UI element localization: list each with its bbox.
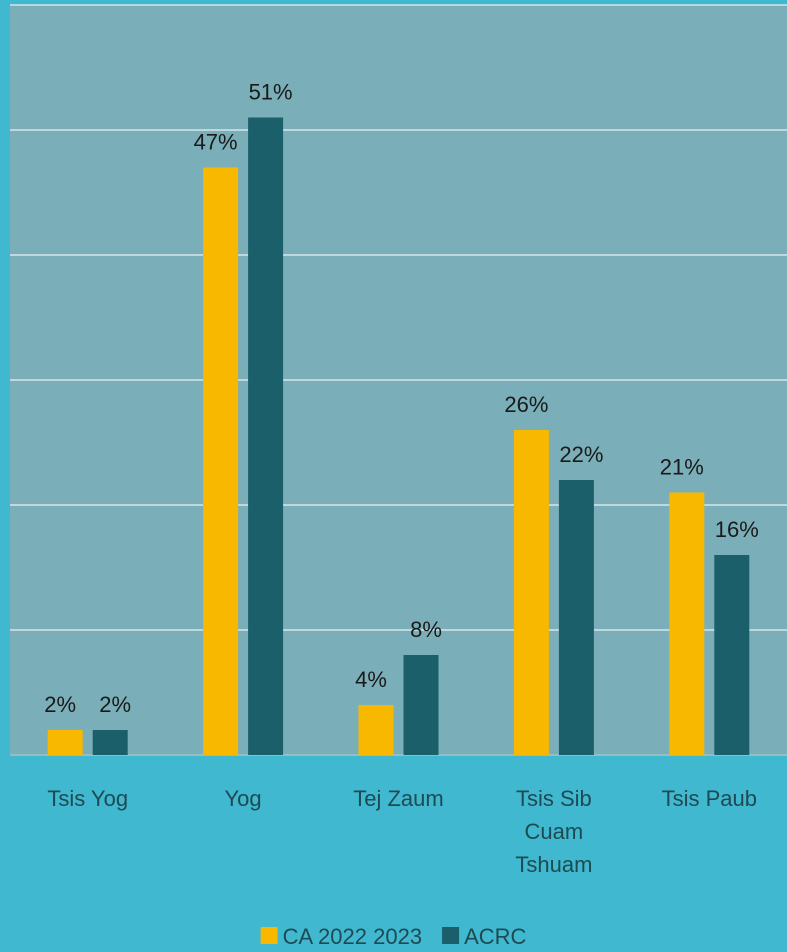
x-tick-label: Tsis Yog	[47, 786, 128, 811]
data-label: 47%	[194, 130, 238, 155]
bar	[92, 730, 128, 755]
data-label: 4%	[355, 667, 387, 692]
data-label: 22%	[559, 442, 603, 467]
data-label: 16%	[715, 517, 759, 542]
bar	[558, 480, 594, 755]
bar	[248, 117, 284, 755]
x-tick-label-line: Cuam	[525, 819, 584, 844]
bar	[669, 492, 705, 755]
legend-swatch	[260, 927, 278, 944]
data-label: 2%	[99, 692, 131, 717]
data-label: 51%	[249, 80, 293, 105]
legend-label: CA 2022 2023	[283, 924, 422, 949]
bar	[47, 730, 83, 755]
data-label: 26%	[504, 392, 548, 417]
legend: CA 2022 2023 ACRC	[260, 924, 527, 949]
bar	[403, 655, 439, 755]
x-tick-label: Tsis Paub	[662, 786, 757, 811]
bar	[203, 167, 239, 755]
bar	[513, 430, 549, 755]
legend-swatch	[442, 927, 460, 944]
bar	[358, 705, 394, 755]
bar	[714, 555, 750, 755]
data-label: 2%	[44, 692, 76, 717]
x-tick-label-line: Tsis Sib	[516, 786, 592, 811]
x-tick-label-line: Tshuam	[515, 852, 592, 877]
x-tick-label: Tsis Sib Cuam Tshuam	[515, 786, 592, 877]
x-tick-label: Yog	[225, 786, 262, 811]
x-tick-label: Tej Zaum	[353, 786, 443, 811]
data-label: 8%	[410, 617, 442, 642]
data-label: 21%	[660, 455, 704, 480]
legend-label: ACRC	[464, 924, 526, 949]
